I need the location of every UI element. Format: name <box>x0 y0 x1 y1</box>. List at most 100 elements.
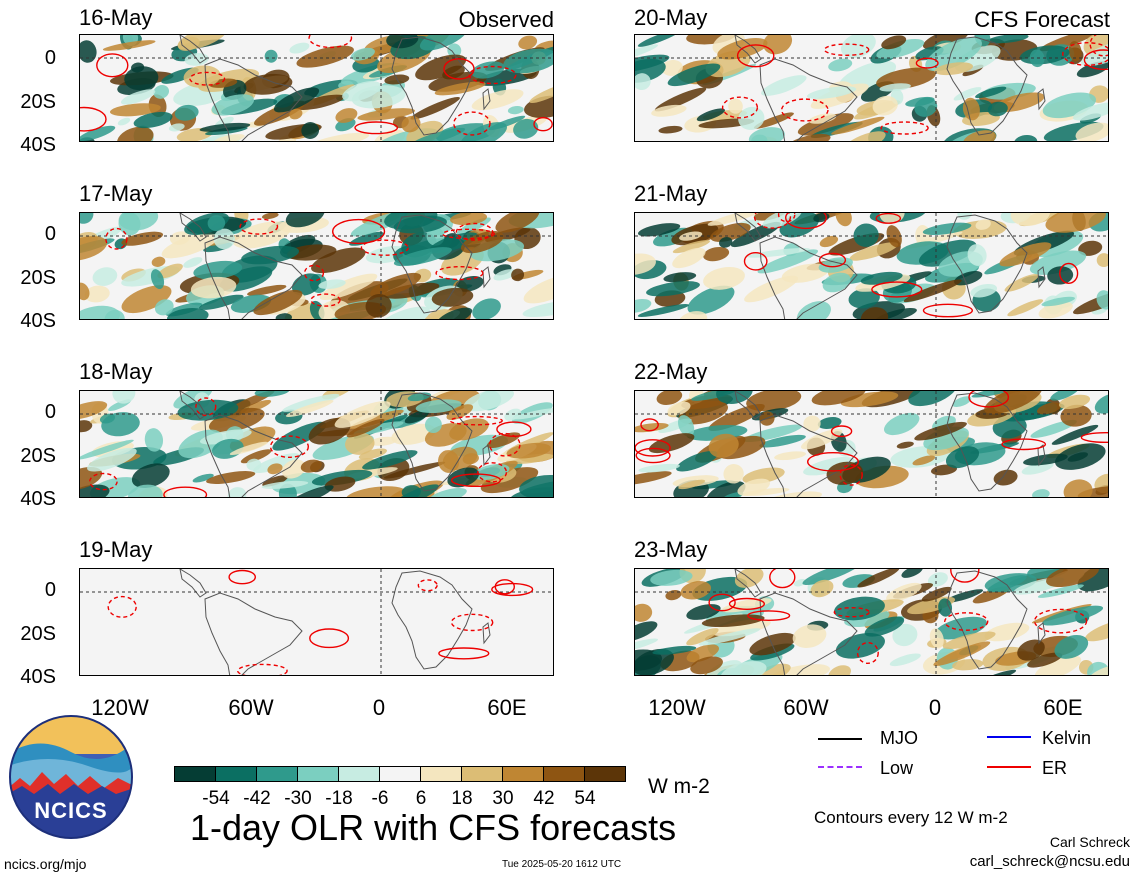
olr-blob <box>678 479 706 490</box>
olr-blob <box>635 621 658 642</box>
olr-blob <box>362 450 418 470</box>
er-contour <box>438 647 490 660</box>
olr-blob <box>1027 652 1063 668</box>
olr-blob <box>193 260 243 280</box>
er-contour <box>450 613 494 632</box>
olr-blob <box>346 418 385 438</box>
olr-blob <box>1037 584 1084 598</box>
er-contour <box>950 569 980 583</box>
er-contour <box>195 397 217 417</box>
er-contour <box>488 432 521 457</box>
er-contour <box>880 121 929 135</box>
colorbar-units: W m-2 <box>648 775 710 798</box>
olr-blob <box>415 54 467 81</box>
olr-blob <box>261 480 309 489</box>
olr-blob <box>335 108 358 123</box>
olr-blob <box>264 49 278 63</box>
olr-blob <box>635 649 663 671</box>
er-contour <box>239 218 279 235</box>
er-contour <box>833 607 870 618</box>
er-contour <box>468 65 517 85</box>
olr-blob <box>635 73 651 91</box>
olr-blob <box>925 37 982 72</box>
olr-blob <box>818 257 853 273</box>
er-contour <box>453 111 491 136</box>
olr-blob <box>80 401 108 420</box>
olr-blob <box>345 432 375 455</box>
olr-blob <box>424 416 442 434</box>
coastlines <box>179 35 491 141</box>
olr-blob <box>1037 402 1062 415</box>
olr-blob <box>822 272 851 293</box>
olr-blob <box>648 433 695 454</box>
olr-blob <box>803 456 855 476</box>
olr-blob <box>864 616 905 637</box>
ytick-0: 0 <box>44 47 56 69</box>
olr-blob <box>410 97 460 120</box>
olr-blob <box>875 307 917 319</box>
olr-blob <box>404 410 430 424</box>
olr-blob <box>975 86 1007 99</box>
legend-label-mjo: MJO <box>880 728 918 748</box>
olr-blob <box>698 628 761 646</box>
olr-blob <box>1042 605 1104 626</box>
olr-blob <box>281 459 306 479</box>
olr-blob <box>1068 41 1082 62</box>
er-contour <box>107 595 137 618</box>
olr-blob <box>737 478 770 496</box>
er-contour <box>806 452 859 472</box>
olr-blob <box>828 58 853 72</box>
olr-blob <box>838 60 897 92</box>
olr-blob <box>117 117 131 126</box>
er-contours <box>107 569 534 675</box>
olr-blob <box>365 294 392 318</box>
olr-blob <box>311 247 366 274</box>
olr-blob <box>1034 655 1082 675</box>
site-link[interactable]: ncics.org/mjo <box>4 856 87 872</box>
olr-blob <box>646 281 700 297</box>
olr-blob <box>921 586 952 602</box>
olr-blob <box>1086 664 1108 675</box>
olr-blob <box>672 247 706 269</box>
legend-line-mjo <box>818 738 862 740</box>
colorbar-label: 30 <box>492 788 514 809</box>
olr-anomaly-field <box>635 35 1108 141</box>
map-panel-19-may <box>79 568 554 676</box>
map-field <box>635 213 1108 319</box>
olr-blob <box>806 86 857 99</box>
olr-blob <box>410 127 466 141</box>
olr-blob <box>999 242 1052 267</box>
colorbar-swatch <box>379 766 421 782</box>
olr-blob <box>278 483 297 497</box>
olr-blob <box>169 231 190 245</box>
olr-blob <box>952 396 972 408</box>
er-contour <box>915 57 939 69</box>
olr-blob <box>523 274 553 304</box>
colorbar-label: -54 <box>202 788 230 809</box>
olr-blob <box>1051 424 1099 445</box>
panel-date-7: 22-May <box>634 359 708 384</box>
colorbar-label: 18 <box>451 788 473 809</box>
olr-blob <box>651 104 687 117</box>
colorbar-label: 54 <box>574 788 596 809</box>
er-contour <box>303 264 325 282</box>
olr-blob <box>80 305 121 319</box>
ytick-0: 0 <box>44 401 56 423</box>
olr-blob <box>667 401 691 416</box>
olr-blob <box>285 213 325 228</box>
olr-blob <box>665 590 682 601</box>
xtick-60w: 60W <box>228 695 274 720</box>
olr-blob <box>884 412 920 436</box>
olr-blob <box>712 619 771 637</box>
ytick-20s: 20S <box>20 445 56 467</box>
olr-blob <box>427 488 467 497</box>
olr-blob <box>840 391 899 408</box>
er-contour <box>1062 42 1108 66</box>
olr-blob <box>434 81 486 96</box>
credit-email: carl_schreck@ncsu.edu <box>969 853 1130 870</box>
olr-blob <box>519 474 553 497</box>
ytick-0: 0 <box>44 223 56 245</box>
coastline <box>482 622 491 645</box>
olr-blob <box>447 43 462 58</box>
olr-blob <box>892 623 918 647</box>
